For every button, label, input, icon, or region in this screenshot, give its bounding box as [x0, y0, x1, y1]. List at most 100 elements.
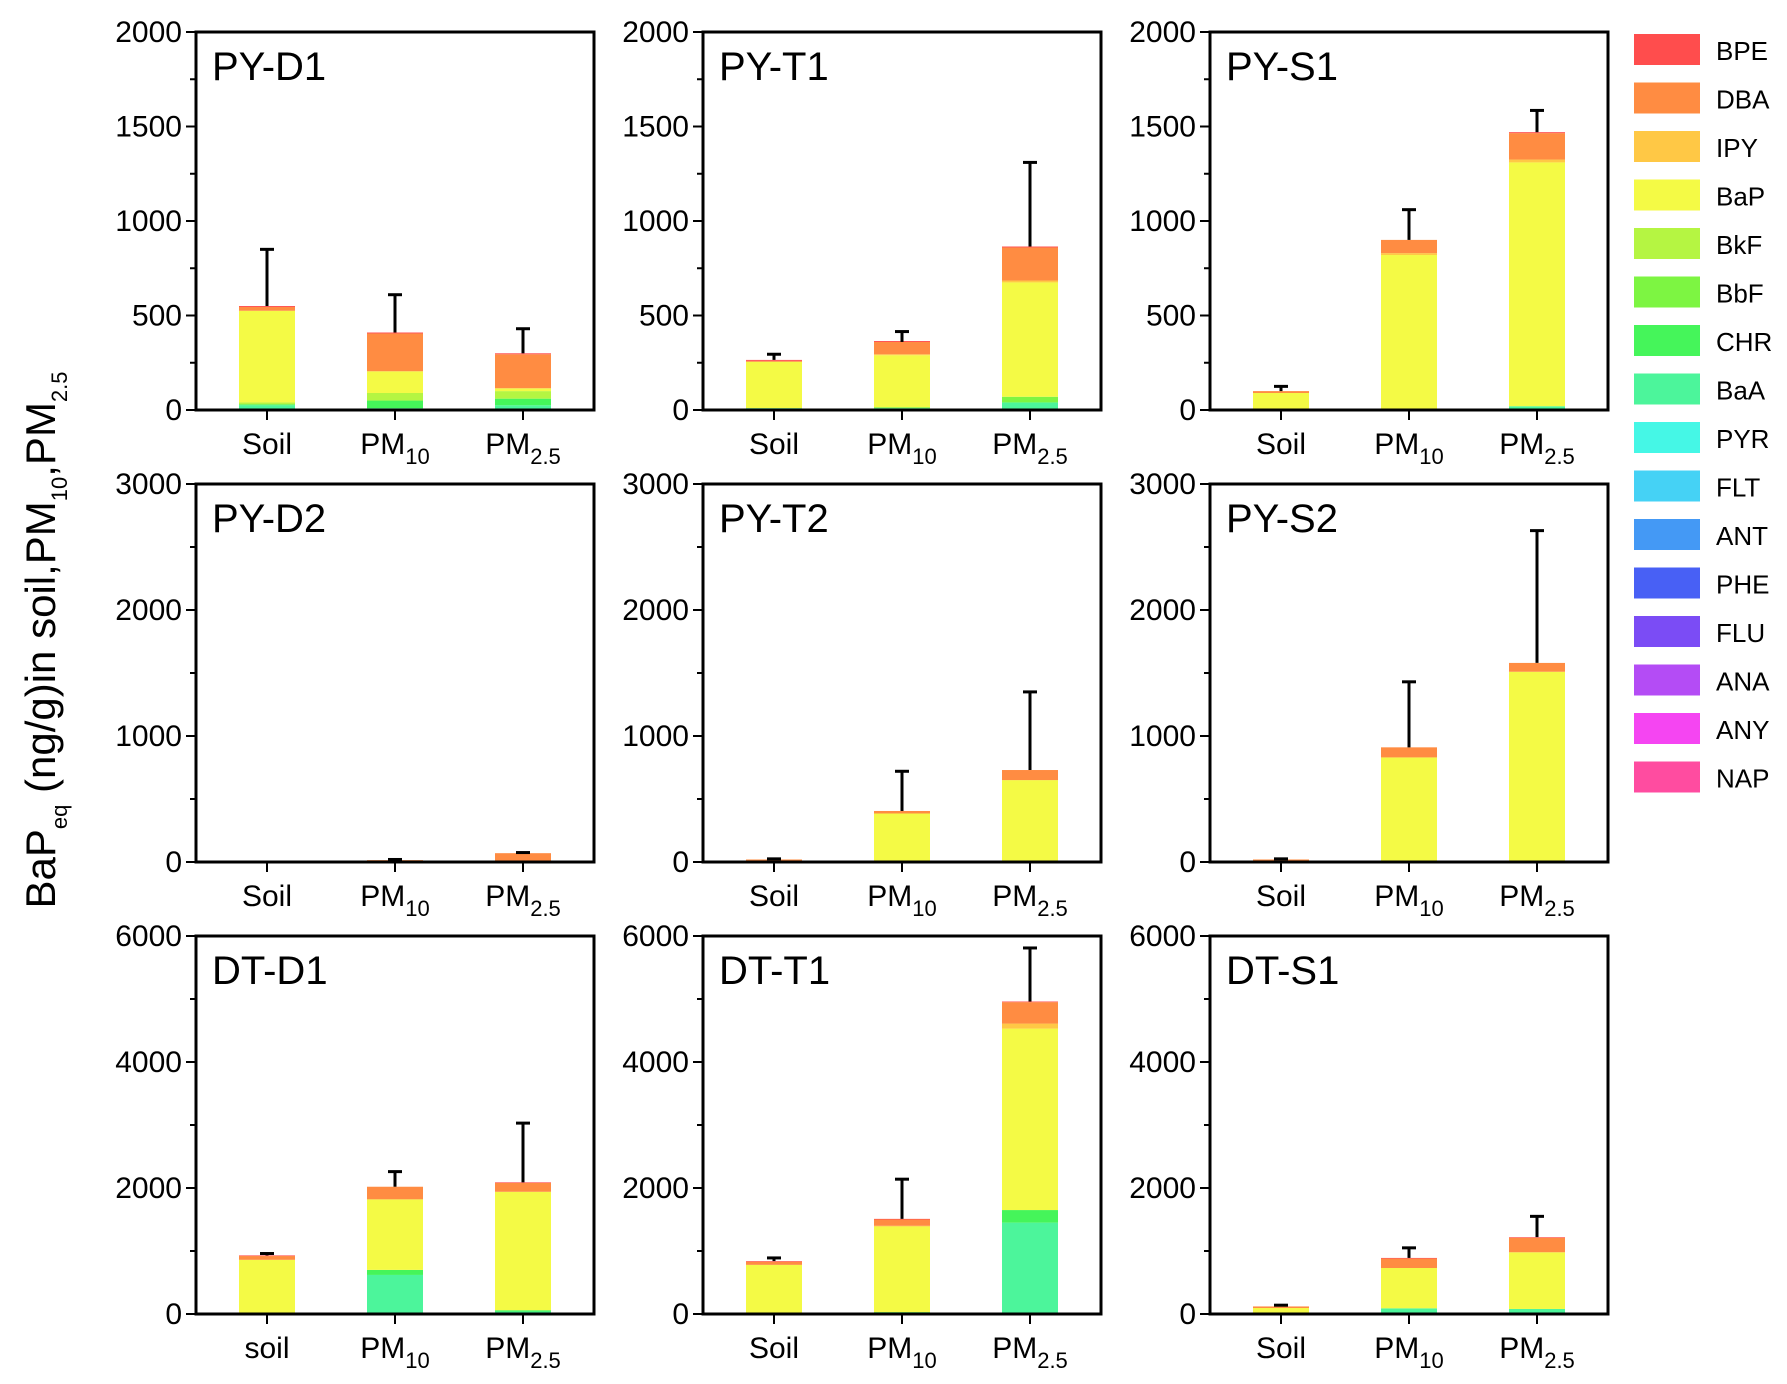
bar-segment-dba	[1381, 1258, 1437, 1269]
y-tick-label: 2000	[115, 594, 182, 627]
y-tick-label: 4000	[115, 1046, 182, 1079]
bar-segment-dba	[367, 1186, 423, 1200]
bar-segment-bkf	[239, 402, 295, 405]
bar-segment-bpe	[746, 1261, 802, 1262]
y-tick-label: 0	[165, 846, 182, 879]
bar-segment-bap	[239, 310, 295, 403]
x-tick-label: PM10	[1374, 428, 1443, 469]
bar-segment-ipy	[874, 1225, 930, 1227]
bar-segment-dba	[1253, 391, 1309, 393]
legend-item-bkf: BkF	[1634, 228, 1762, 260]
legend-item-baa: BaA	[1634, 373, 1766, 406]
x-tick-label: PM10	[867, 1332, 936, 1373]
legend-swatch	[1634, 761, 1700, 793]
y-tick-label: 1500	[1129, 111, 1196, 144]
y-tick-label: 0	[672, 1298, 689, 1331]
bar-segment-bpe	[367, 332, 423, 334]
legend-label: ANT	[1716, 521, 1768, 551]
legend-label: IPY	[1716, 133, 1758, 163]
y-tick-label: 1000	[115, 720, 182, 753]
bar-segment-chr	[495, 398, 551, 406]
bar-segment-chr	[367, 1269, 423, 1275]
bar-segment-bpe	[495, 353, 551, 355]
y-tick-label: 0	[1179, 846, 1196, 879]
y-tick-label: 0	[1179, 1298, 1196, 1331]
bar-segment-dba	[874, 1219, 930, 1226]
bar-segment-bap	[367, 371, 423, 393]
plot-frame	[1208, 30, 1610, 412]
panel-title: PY-S1	[1226, 45, 1338, 89]
legend-swatch	[1634, 228, 1700, 259]
legend-label: FLT	[1716, 473, 1760, 503]
legend-label: FLU	[1716, 618, 1765, 648]
legend: BPE DBA IPY BaP BkF BbF CHR BaA PYR FLT ANT PHE FLU A…	[1634, 34, 1772, 794]
y-tick-label: 1500	[115, 111, 182, 144]
y-tick-label: 2000	[622, 1172, 689, 1205]
chart-panel-py-s1: 0 500 1000 1500 2000 Soil PM10 PM2.5 PY-S1	[1129, 16, 1610, 469]
legend-swatch	[1634, 179, 1700, 211]
bar-segment-bap	[495, 388, 551, 392]
bar-segment-ipy	[1002, 1023, 1058, 1029]
bar-segment-bkf	[367, 392, 423, 401]
legend-label: BkF	[1716, 230, 1762, 260]
panel-title: PY-S2	[1226, 497, 1338, 541]
bar-segment-baa	[1509, 406, 1565, 410]
legend-label: ANA	[1716, 667, 1770, 697]
legend-item-bpe: BPE	[1634, 34, 1768, 66]
bar-segment-dba	[495, 853, 551, 861]
x-tick-label: PM10	[867, 880, 936, 921]
legend-swatch	[1634, 470, 1700, 502]
bar-segment-baa	[1381, 1308, 1437, 1314]
legend-item-flu: FLU	[1634, 616, 1765, 648]
bar-segment-chr	[367, 400, 423, 409]
x-tick-label: Soil	[1256, 880, 1306, 913]
x-tick-label: PM2.5	[1499, 1332, 1575, 1373]
x-tick-label: Soil	[242, 880, 292, 913]
bar-segment-bap	[1002, 282, 1058, 397]
bar-segment-dba	[1509, 133, 1565, 160]
bar-segment-bap	[1509, 1252, 1565, 1309]
y-tick-label: 0	[165, 394, 182, 427]
bar-segment-bap	[874, 355, 930, 408]
y-tick-label: 3000	[115, 468, 182, 501]
chart-panel-py-d1: 0 500 1000 1500 2000 Soil PM10 PM2.5 PY-D1	[115, 16, 596, 469]
bar-segment-chr	[874, 1312, 930, 1313]
y-tick-label: 2000	[622, 594, 689, 627]
bar-segment-bpe	[1002, 246, 1058, 248]
bar-segment-dba	[1253, 1306, 1309, 1309]
legend-label: CHR	[1716, 327, 1772, 357]
bar-segment-baa	[239, 405, 295, 410]
bar-segment-baa	[495, 405, 551, 410]
x-tick-label: Soil	[749, 1332, 799, 1365]
legend-swatch	[1634, 713, 1700, 744]
x-tick-label: PM2.5	[992, 1332, 1068, 1373]
svg-text:BaPeq (ng/g)in soil,PM10,PM2.5: BaPeq (ng/g)in soil,PM10,PM2.5	[17, 371, 72, 908]
y-tick-label: 6000	[622, 920, 689, 953]
y-tick-label: 1000	[1129, 205, 1196, 238]
panel-title: PY-T2	[719, 497, 829, 541]
panel-title: PY-D1	[212, 45, 326, 89]
y-tick-label: 500	[639, 300, 689, 333]
bar-segment-bpe	[1002, 1001, 1058, 1003]
legend-item-ant: ANT	[1634, 519, 1768, 551]
legend-swatch	[1634, 422, 1700, 453]
y-tick-label: 1000	[115, 205, 182, 238]
y-tick-label: 4000	[1129, 1046, 1196, 1079]
bar-segment-chr	[1002, 1210, 1058, 1223]
bar-segment-ipy	[874, 354, 930, 356]
bar-segment-bbf	[874, 407, 930, 409]
bar-segment-dba	[1381, 747, 1437, 758]
panel-title: DT-T1	[719, 949, 830, 993]
plot-frame	[194, 482, 596, 864]
bar-segment-dba	[746, 1261, 802, 1265]
legend-label: BaA	[1716, 376, 1766, 406]
y-tick-label: 2000	[1129, 16, 1196, 49]
bar-segment-dba	[367, 333, 423, 372]
x-tick-label: PM2.5	[1499, 880, 1575, 921]
bar-segment-baa	[1509, 1308, 1565, 1314]
bar-segment-dba	[1002, 1002, 1058, 1024]
legend-swatch	[1634, 276, 1700, 308]
y-tick-label: 2000	[115, 1172, 182, 1205]
y-tick-label: 2000	[115, 16, 182, 49]
